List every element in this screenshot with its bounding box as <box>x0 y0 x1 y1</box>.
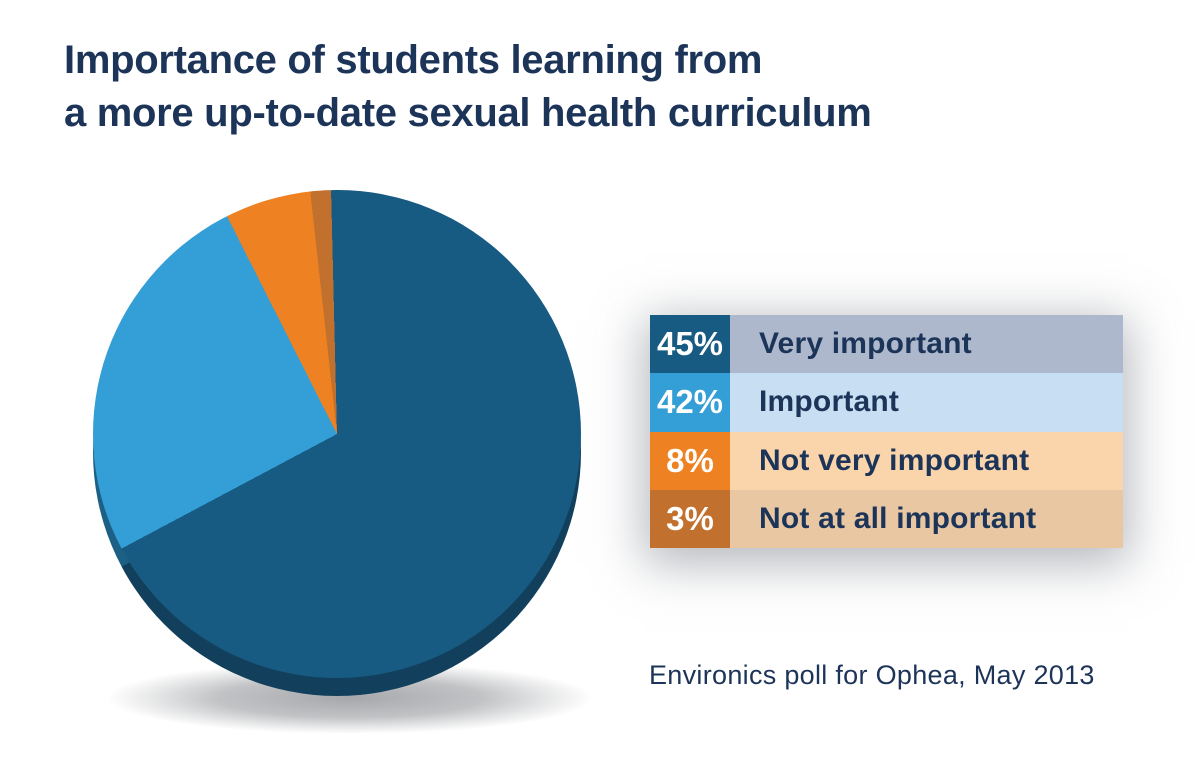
pie-chart <box>38 190 662 744</box>
legend-percent: 3% <box>666 499 714 537</box>
legend-percent: 42% <box>656 383 724 421</box>
legend: 45% Very important 42% Important 8% Not … <box>650 315 1123 548</box>
legend-label: Very important <box>759 327 972 361</box>
legend-swatch: 42% <box>650 373 730 432</box>
legend-percent: 8% <box>666 441 714 479</box>
source-note: Environics poll for Ophea, May 2013 <box>649 660 1095 690</box>
legend-swatch: 45% <box>650 315 730 374</box>
page-title-line-2: a more up-to-date sexual health curricul… <box>64 91 872 135</box>
legend-label: Not very important <box>759 443 1030 477</box>
page-title-line-1: Importance of students learning from <box>64 38 763 82</box>
legend-swatch: 3% <box>650 489 730 548</box>
page-title: Importance of students learning from a m… <box>64 34 964 140</box>
pie-face <box>93 190 581 678</box>
legend-row-not-very-important: 8% Not very important <box>650 431 1123 490</box>
legend-row-very-important: 45% Very important <box>650 315 1123 374</box>
legend-label: Important <box>759 385 900 419</box>
legend-percent: 45% <box>656 325 724 363</box>
legend-swatch: 8% <box>650 431 730 490</box>
legend-row-not-at-all-important: 3% Not at all important <box>650 489 1123 548</box>
legend-row-important: 42% Important <box>650 373 1123 432</box>
legend-label: Not at all important <box>759 501 1037 535</box>
